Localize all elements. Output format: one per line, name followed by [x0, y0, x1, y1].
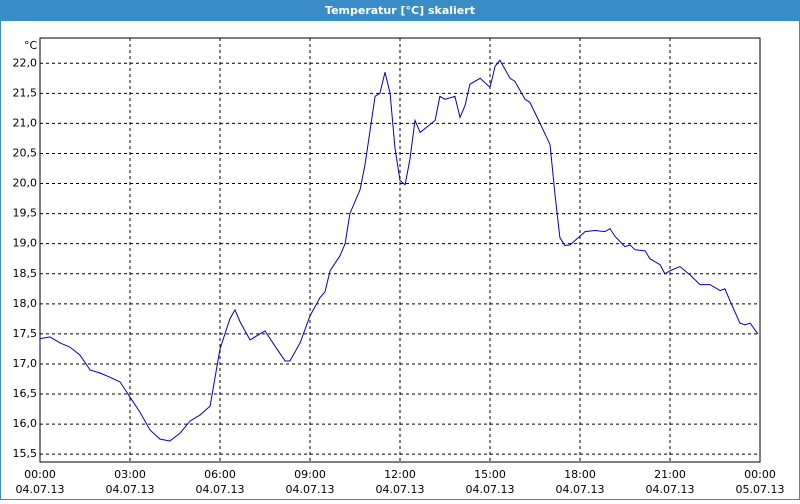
x-tick-date: 04.07.13: [646, 483, 695, 496]
x-tick-date: 04.07.13: [286, 483, 335, 496]
y-tick-label: 20,0: [13, 177, 38, 190]
y-tick-label: 22,0: [13, 56, 38, 69]
window-title: Temperatur [°C] skaliert: [325, 4, 475, 17]
y-tick-label: 18,5: [13, 267, 38, 280]
x-tick-date: 04.07.13: [196, 483, 245, 496]
y-tick-label: 21,5: [13, 86, 38, 99]
x-tick-label: 09:00: [294, 468, 326, 481]
title-bar: [0, 0, 800, 20]
y-tick-label: 21,0: [13, 116, 38, 129]
x-tick-label: 15:00: [474, 468, 506, 481]
y-tick-label: 18,0: [13, 297, 38, 310]
y-tick-label: 19,5: [13, 207, 38, 220]
y-tick-label: 19,0: [13, 237, 38, 250]
x-tick-date: 04.07.13: [16, 483, 65, 496]
x-tick-label: 18:00: [564, 468, 596, 481]
x-tick-date: 04.07.13: [106, 483, 155, 496]
x-tick-label: 03:00: [114, 468, 146, 481]
x-tick-label: 00:00: [744, 468, 776, 481]
x-tick-label: 00:00: [24, 468, 56, 481]
y-tick-label: 16,5: [13, 387, 38, 400]
x-tick-date: 04.07.13: [556, 483, 605, 496]
unit-label: °C: [24, 39, 38, 52]
y-tick-label: 17,0: [13, 357, 38, 370]
x-tick-date: 05.07.13: [736, 483, 785, 496]
x-tick-label: 06:00: [204, 468, 236, 481]
temperature-line: [39, 59, 759, 442]
x-tick-date: 04.07.13: [376, 483, 425, 496]
y-tick-label: 16,0: [13, 417, 38, 430]
x-tick-label: 12:00: [384, 468, 416, 481]
y-tick-label: 20,5: [13, 146, 38, 159]
x-tick-date: 04.07.13: [466, 483, 515, 496]
x-tick-label: 21:00: [654, 468, 686, 481]
y-tick-label: 17,5: [13, 327, 38, 340]
y-tick-label: 15,5: [13, 447, 38, 460]
